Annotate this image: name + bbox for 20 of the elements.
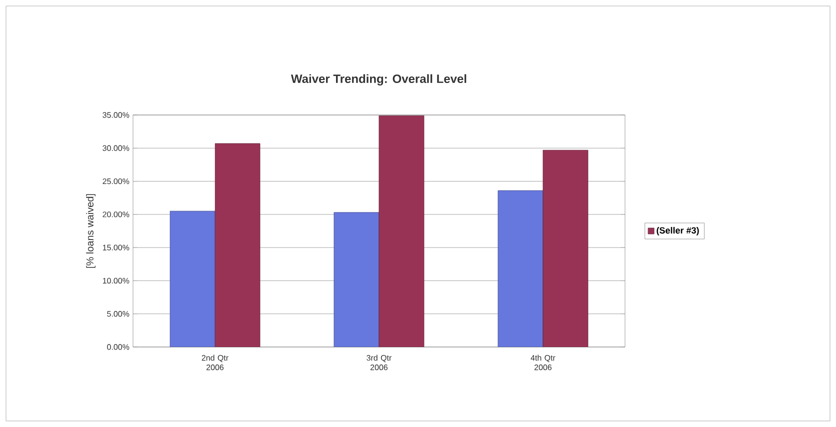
y-tick-label: 30.00% [102, 145, 130, 151]
bar [542, 150, 588, 347]
y-axis-title: [% loans waived] [86, 194, 96, 268]
y-tick-label: 15.00% [102, 244, 130, 250]
legend-label: (Seller #3) [656, 226, 699, 236]
bar [378, 115, 424, 347]
y-tick-label: 5.00% [107, 311, 130, 317]
x-tick-label: 4th Qtr 2006 [530, 354, 556, 370]
chart-title: Waiver Trending: Overall Level [290, 74, 466, 86]
y-tick-label: 20.00% [102, 212, 130, 218]
x-tick-label: 3rd Qtr 2006 [366, 354, 392, 370]
bar [170, 210, 216, 347]
y-tick-label: 10.00% [102, 278, 130, 284]
x-tick-label: 2nd Qtr 2006 [202, 354, 228, 370]
bar [498, 190, 544, 347]
bar [214, 143, 260, 347]
y-tick-label: 25.00% [102, 178, 130, 184]
y-tick-label: 0.00% [107, 344, 130, 350]
bar [334, 212, 380, 347]
y-tick-label: 35.00% [102, 112, 130, 118]
